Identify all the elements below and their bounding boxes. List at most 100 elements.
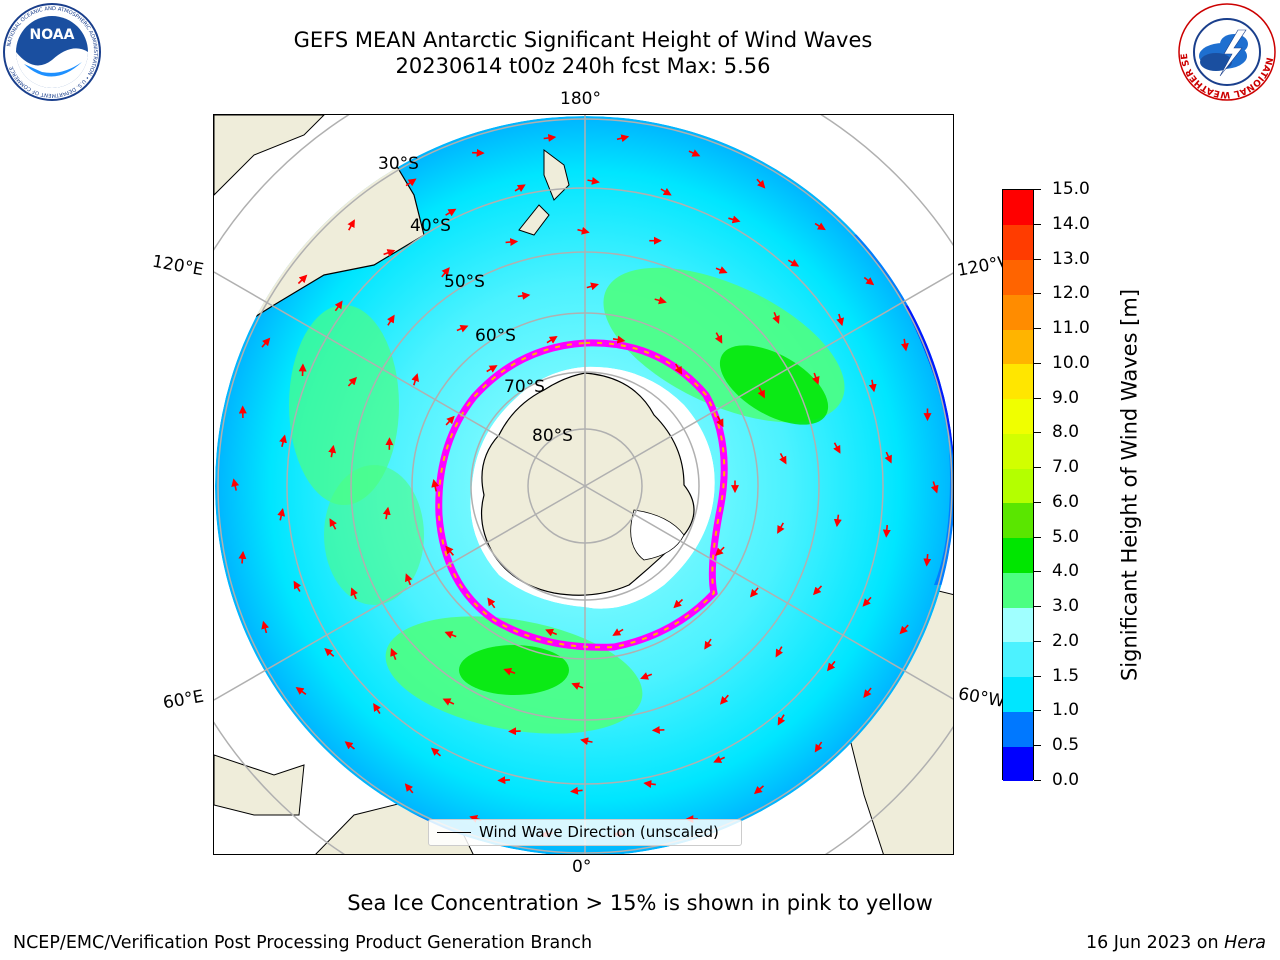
colorbar-tick — [1034, 780, 1041, 781]
colorbar-tick — [1034, 675, 1041, 677]
wind-wave-arrow — [930, 481, 939, 494]
colorbar-tick-label: 7.0 — [1052, 457, 1080, 478]
wind-wave-arrow — [714, 332, 723, 344]
wind-wave-arrow — [654, 296, 667, 305]
wind-wave-arrow — [350, 587, 358, 600]
wind-wave-arrow — [445, 545, 455, 556]
colorbar-tick — [1034, 223, 1041, 225]
wind-wave-arrow — [231, 478, 240, 491]
colorbar-tick-label: 10.0 — [1052, 352, 1090, 373]
lon-label-60e: 60°E — [161, 686, 206, 714]
sea-ice-note: Sea Ice Concentration > 15% is shown in … — [347, 891, 933, 915]
colorbar-segment — [1003, 468, 1033, 504]
wind-wave-arrow — [899, 624, 909, 635]
wind-wave-arrow — [777, 714, 786, 726]
wind-wave-arrow — [862, 596, 872, 607]
colorbar-segment — [1003, 433, 1033, 469]
lat-label-70s: 70°S — [504, 377, 545, 397]
wind-wave-arrow — [329, 518, 337, 530]
wind-wave-arrow — [505, 238, 519, 247]
wind-wave-arrow — [833, 442, 841, 454]
wind-wave-arrow — [261, 337, 271, 348]
wind-wave-arrow — [238, 550, 247, 564]
colorbar-segment — [1003, 676, 1033, 712]
wind-wave-arrow — [826, 660, 836, 672]
lon-label-180: 180° — [560, 89, 601, 109]
colorbar-segment — [1003, 537, 1033, 573]
nws-logo: NATIONAL WEATHER SERVICE — [1176, 2, 1276, 101]
map-legend: Wind Wave Direction (unscaled) — [428, 819, 742, 846]
wind-wave-arrow — [836, 313, 845, 327]
wind-wave-arrow — [863, 687, 872, 698]
wind-wave-arrow — [445, 415, 455, 426]
colorbar-tick — [1034, 397, 1041, 399]
wind-wave-arrow — [580, 737, 593, 746]
wind-wave-arrow — [295, 686, 307, 695]
colorbar-tick-label: 2.0 — [1052, 630, 1080, 651]
colorbar-tick — [1034, 571, 1041, 573]
wind-wave-arrow — [261, 620, 270, 634]
colorbar-tick-label: 5.0 — [1052, 526, 1080, 547]
lon-label-60w: 60°W — [956, 684, 1007, 712]
wind-wave-arrow — [813, 585, 823, 596]
colorbar-segment — [1003, 502, 1033, 539]
wind-wave-arrow — [787, 259, 800, 267]
wind-wave-arrow — [882, 525, 891, 538]
lat-label-30s: 30°S — [378, 154, 419, 174]
wind-wave-arrow — [704, 638, 712, 650]
wind-wave-arrow — [660, 187, 672, 196]
wind-wave-arrow — [570, 786, 583, 795]
colorbar-tick-label: 14.0 — [1052, 213, 1090, 234]
wind-wave-arrow — [444, 631, 457, 639]
wind-wave-arrow — [674, 363, 683, 375]
wind-wave-arrow — [441, 267, 450, 278]
wind-wave-arrow — [587, 177, 600, 185]
wind-wave-arrow — [445, 208, 457, 217]
colorbar-tick-label: 1.0 — [1052, 700, 1080, 721]
wind-wave-arrow — [297, 274, 308, 285]
colorbar-tick-label: 13.0 — [1052, 248, 1090, 269]
wind-wave-arrow — [382, 506, 391, 520]
wind-wave-arrow — [715, 266, 728, 274]
wind-wave-arrow — [719, 694, 729, 705]
wind-wave-arrow — [487, 597, 496, 609]
wind-wave-arrow — [347, 219, 355, 231]
colorbar-tick — [1034, 362, 1041, 364]
wind-wave-arrow — [728, 215, 741, 224]
wind-wave-arrow — [651, 726, 665, 735]
land-madagascar — [214, 754, 305, 816]
wind-wave-arrow — [344, 741, 355, 750]
wind-wave-arrow — [373, 703, 381, 715]
footer-machine: Hera — [1224, 933, 1266, 953]
wind-wave-arrow — [713, 755, 726, 763]
wind-wave-arrow — [334, 300, 343, 312]
wind-wave-arrow — [749, 587, 759, 598]
wind-wave-arrow — [900, 338, 909, 352]
land-australia-north — [214, 115, 325, 196]
wind-wave-arrow — [514, 184, 526, 192]
wind-wave-arrow — [456, 325, 469, 333]
colorbar-tick — [1034, 745, 1041, 747]
lat-label-80s: 80°S — [532, 426, 573, 446]
wind-wave-arrow — [442, 698, 455, 706]
wind-wave-arrow — [545, 628, 558, 637]
colorbar-segment — [1003, 711, 1033, 747]
colorbar-tick — [1034, 710, 1041, 712]
wind-wave-arrow — [612, 628, 624, 636]
wind-wave-arrow — [811, 372, 820, 385]
colorbar-tick — [1034, 293, 1041, 295]
colorbar-title: Significant Height of Wind Waves [m] — [1117, 288, 1142, 682]
colorbar-tick — [1034, 328, 1041, 330]
wind-wave-arrow — [772, 311, 780, 324]
lon-label-0: 0° — [572, 857, 592, 877]
wind-wave-arrow — [430, 747, 442, 757]
colorbar-segment — [1003, 641, 1033, 678]
colorbar-segment — [1003, 398, 1033, 434]
wind-wave-arrow — [431, 479, 440, 492]
colorbar-segment — [1003, 259, 1033, 295]
wind-wave-arrow — [497, 776, 510, 785]
wind-wave-arrow — [716, 415, 724, 428]
wind-wave-arrow — [328, 444, 337, 458]
wind-wave-arrow — [833, 514, 842, 528]
lat-label-40s: 40°S — [410, 216, 451, 236]
